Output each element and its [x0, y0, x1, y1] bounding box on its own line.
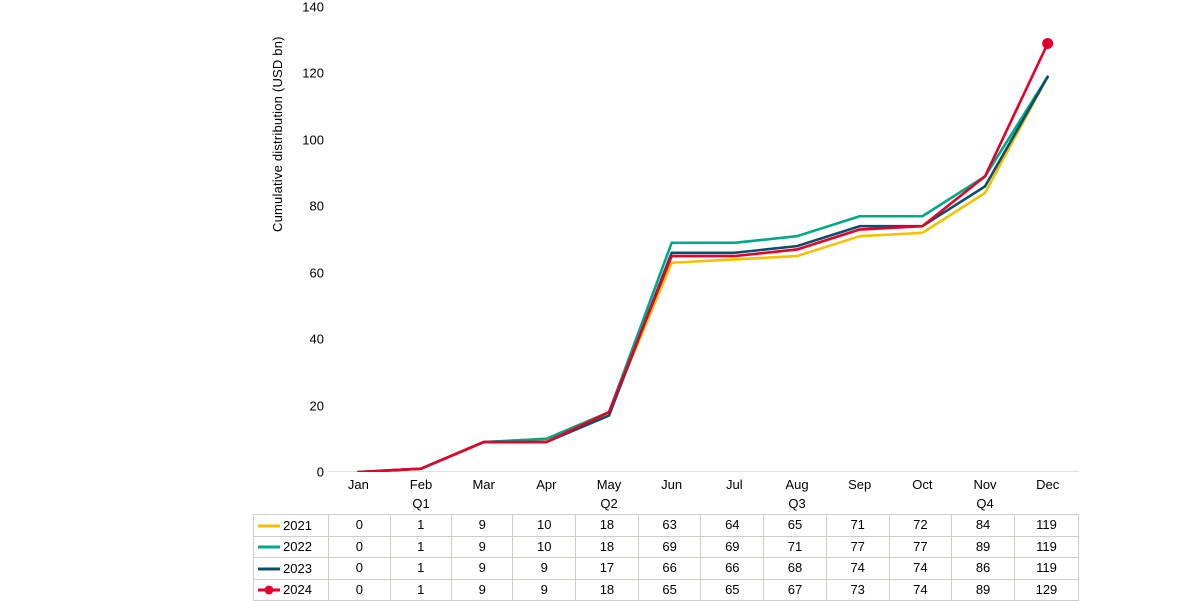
series-line-2024 — [358, 44, 1047, 472]
table-cell: 77 — [889, 536, 952, 558]
table-cell: 17 — [576, 558, 639, 580]
y-tick-label: 40 — [310, 332, 324, 347]
table-cell: 1 — [390, 536, 451, 558]
table-cell: 9 — [451, 558, 512, 580]
table-cell: 66 — [701, 558, 764, 580]
table-row: 2024019918656567737489129 — [254, 579, 1079, 601]
table-cell: 0 — [329, 515, 390, 537]
table-cell: 9 — [513, 579, 576, 601]
table-row: 2021 0191018636465717284119 — [254, 515, 1079, 537]
table-cell: 64 — [701, 515, 764, 537]
table-cell: 65 — [764, 515, 827, 537]
plot-area — [327, 0, 1079, 472]
table-cell: 84 — [952, 515, 1015, 537]
table-cell: 74 — [826, 558, 889, 580]
legend-cell: 2023 — [254, 558, 329, 580]
table-cell: 74 — [889, 558, 952, 580]
legend-cell: 2022 — [254, 536, 329, 558]
y-tick-label: 60 — [310, 265, 324, 280]
quarter-label: Q4 — [976, 496, 993, 511]
table-cell: 77 — [826, 536, 889, 558]
table-cell: 66 — [638, 558, 701, 580]
x-tick-label: Nov — [973, 477, 996, 492]
legend-label: 2023 — [283, 560, 312, 578]
table-cell: 9 — [513, 558, 576, 580]
table-cell: 69 — [638, 536, 701, 558]
x-tick-label: Apr — [536, 477, 556, 492]
table-cell: 1 — [390, 515, 451, 537]
table-cell: 0 — [329, 558, 390, 580]
quarter-label: Q3 — [788, 496, 805, 511]
legend-swatch-icon — [258, 520, 280, 532]
table-cell: 10 — [513, 536, 576, 558]
table-cell: 1 — [390, 579, 451, 601]
table-cell: 63 — [638, 515, 701, 537]
x-tick-label: May — [597, 477, 622, 492]
y-axis-label: Cumulative distribution (USD bn) — [270, 36, 285, 232]
legend-label: 2024 — [283, 581, 312, 599]
table-cell: 69 — [701, 536, 764, 558]
series-line-2021 — [358, 77, 1047, 472]
table-cell: 67 — [764, 579, 827, 601]
x-tick-label: Jan — [348, 477, 369, 492]
table-cell: 18 — [576, 515, 639, 537]
legend-swatch-icon — [258, 563, 280, 575]
legend-label: 2021 — [283, 517, 312, 535]
table-cell: 86 — [952, 558, 1015, 580]
table-cell: 68 — [764, 558, 827, 580]
series-line-2022 — [358, 77, 1047, 472]
table-cell: 9 — [451, 579, 512, 601]
table-cell: 18 — [576, 579, 639, 601]
x-tick-label: Jun — [661, 477, 682, 492]
quarter-label: Q1 — [412, 496, 429, 511]
table-cell: 89 — [952, 536, 1015, 558]
legend-cell: 2024 — [254, 579, 329, 601]
table-cell: 72 — [889, 515, 952, 537]
x-tick-label: Dec — [1036, 477, 1059, 492]
x-tick-label: Oct — [912, 477, 932, 492]
table-row: 20220191018696971777789119 — [254, 536, 1079, 558]
y-tick-label: 140 — [302, 0, 324, 15]
table-cell: 18 — [576, 536, 639, 558]
table-cell: 65 — [638, 579, 701, 601]
table-cell: 65 — [701, 579, 764, 601]
table-cell: 73 — [826, 579, 889, 601]
series-end-marker-2024 — [1042, 38, 1053, 49]
y-tick-label: 0 — [317, 465, 324, 480]
table-cell: 119 — [1014, 515, 1078, 537]
x-tick-label: Aug — [785, 477, 808, 492]
legend-swatch-icon — [258, 584, 280, 596]
table-cell: 89 — [952, 579, 1015, 601]
data-table: 2021019101863646571728411920220191018696… — [253, 514, 1079, 601]
x-tick-label: Feb — [410, 477, 432, 492]
table-cell: 0 — [329, 579, 390, 601]
table-cell: 1 — [390, 558, 451, 580]
table-cell: 0 — [329, 536, 390, 558]
legend-cell: 2021 — [254, 515, 329, 537]
y-tick-label: 20 — [310, 398, 324, 413]
chart-container: Cumulative distribution (USD bn) 0 20 40 60… — [0, 0, 1200, 600]
x-tick-label: Sep — [848, 477, 871, 492]
table-cell: 129 — [1014, 579, 1078, 601]
table-cell: 119 — [1014, 536, 1078, 558]
table-cell: 71 — [764, 536, 827, 558]
x-tick-label: Mar — [472, 477, 494, 492]
table-cell: 9 — [451, 515, 512, 537]
x-tick-label: Jul — [726, 477, 743, 492]
table-cell: 9 — [451, 536, 512, 558]
table-cell: 119 — [1014, 558, 1078, 580]
quarter-label: Q2 — [600, 496, 617, 511]
series-line-2023 — [358, 77, 1047, 472]
legend-label: 2022 — [283, 538, 312, 556]
table-cell: 10 — [513, 515, 576, 537]
y-tick-label: 80 — [310, 199, 324, 214]
table-cell: 71 — [826, 515, 889, 537]
line-chart-svg — [327, 0, 1079, 472]
table-row: 2023019917666668747486119 — [254, 558, 1079, 580]
legend-swatch-icon — [258, 541, 280, 553]
y-tick-label: 100 — [302, 132, 324, 147]
table-cell: 74 — [889, 579, 952, 601]
y-tick-label: 120 — [302, 66, 324, 81]
